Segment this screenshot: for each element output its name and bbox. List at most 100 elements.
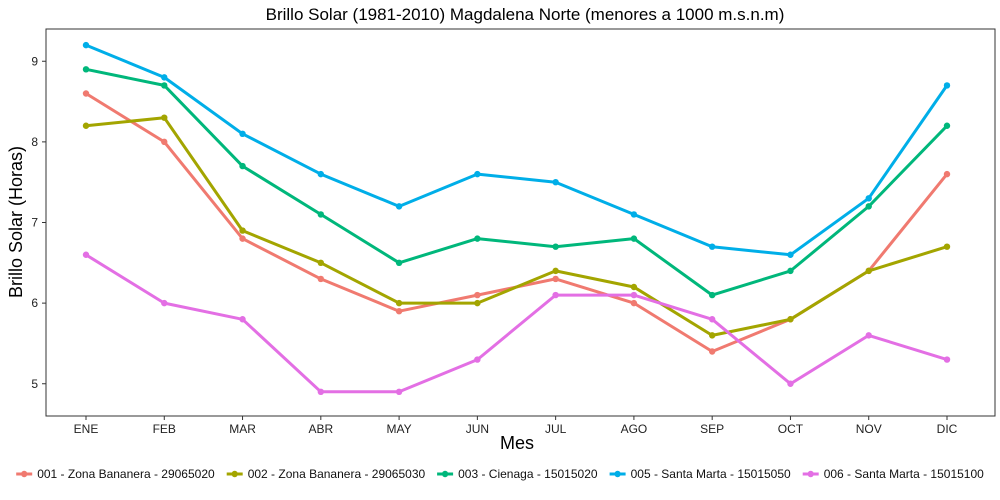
series-3 bbox=[82, 66, 951, 299]
x-tick-label: AGO bbox=[621, 422, 648, 436]
data-point bbox=[787, 380, 794, 387]
x-tick-label: JUN bbox=[466, 422, 489, 436]
x-tick-label: JUL bbox=[545, 422, 567, 436]
legend-key bbox=[226, 470, 243, 478]
data-point bbox=[943, 356, 951, 363]
x-tick-label: SEP bbox=[700, 422, 724, 436]
data-point bbox=[474, 299, 481, 307]
data-point bbox=[161, 114, 168, 121]
data-point bbox=[630, 211, 638, 218]
data-point bbox=[787, 316, 794, 323]
data-point bbox=[239, 130, 246, 138]
data-point bbox=[161, 82, 168, 89]
y-tick-label: 5 bbox=[31, 377, 38, 391]
data-point bbox=[865, 195, 872, 202]
data-point bbox=[82, 66, 90, 73]
legend-key-point bbox=[441, 470, 449, 478]
data-point bbox=[317, 211, 325, 218]
legend-label: 002 - Zona Bananera - 29065030 bbox=[248, 467, 426, 481]
data-point bbox=[317, 259, 325, 267]
legend-key-point bbox=[21, 470, 28, 478]
y-tick-label: 9 bbox=[31, 54, 38, 68]
data-point bbox=[317, 275, 325, 283]
legend-label: 005 - Santa Marta - 15015050 bbox=[631, 467, 791, 481]
data-point bbox=[865, 203, 872, 210]
data-point bbox=[82, 90, 90, 97]
legend-key-point bbox=[807, 470, 814, 478]
data-point bbox=[708, 243, 716, 250]
data-point bbox=[317, 170, 325, 178]
data-point bbox=[474, 291, 481, 299]
data-point bbox=[239, 235, 246, 242]
y-tick-label: 6 bbox=[31, 296, 38, 310]
series-line bbox=[84, 67, 949, 297]
data-point bbox=[474, 356, 481, 363]
legend-item: 006 - Santa Marta - 15015100 bbox=[802, 467, 984, 481]
x-tick-label: MAY bbox=[387, 422, 412, 436]
x-tick-label: ABR bbox=[308, 422, 333, 436]
series-line bbox=[84, 116, 949, 337]
data-point bbox=[630, 291, 638, 299]
legend-label: 003 - Cienaga - 15015020 bbox=[458, 467, 598, 481]
legend-label: 001 - Zona Bananera - 29065020 bbox=[37, 467, 215, 481]
legend-key-point bbox=[614, 470, 621, 478]
x-tick-label: OCT bbox=[778, 422, 804, 436]
data-point bbox=[161, 74, 168, 81]
legend-item: 003 - Cienaga - 15015020 bbox=[437, 467, 598, 481]
data-point bbox=[943, 170, 951, 178]
data-point bbox=[630, 299, 638, 307]
data-point bbox=[943, 122, 951, 129]
chart-title: Brillo Solar (1981-2010) Magdalena Norte… bbox=[266, 5, 785, 24]
legend-item: 005 - Santa Marta - 15015050 bbox=[609, 467, 791, 481]
y-axis-title: Brillo Solar (Horas) bbox=[6, 146, 26, 298]
legend-item: 002 - Zona Bananera - 29065030 bbox=[226, 467, 426, 481]
x-tick-label: DIC bbox=[937, 422, 958, 436]
data-point bbox=[82, 122, 90, 129]
data-point bbox=[787, 251, 794, 258]
legend-key bbox=[437, 470, 454, 478]
series-2 bbox=[82, 114, 951, 339]
legend-label: 006 - Santa Marta - 15015100 bbox=[824, 467, 984, 481]
data-point bbox=[552, 178, 559, 186]
data-point bbox=[395, 203, 403, 210]
legend-item: 001 - Zona Bananera - 29065020 bbox=[16, 467, 215, 481]
data-point bbox=[161, 299, 168, 307]
legend-key bbox=[802, 470, 819, 478]
series-line bbox=[84, 43, 949, 257]
data-point bbox=[474, 235, 481, 242]
data-point bbox=[474, 170, 481, 178]
data-point bbox=[943, 243, 951, 250]
data-point bbox=[552, 243, 559, 250]
data-point bbox=[552, 291, 559, 299]
x-tick-label: ENE bbox=[74, 422, 99, 436]
data-point bbox=[239, 162, 246, 170]
data-point bbox=[552, 275, 559, 283]
data-point bbox=[630, 283, 638, 291]
data-point bbox=[395, 299, 403, 307]
data-point bbox=[708, 348, 716, 355]
x-tick-label: MAR bbox=[229, 422, 256, 436]
legend-key-point bbox=[231, 470, 238, 478]
data-point bbox=[82, 41, 90, 49]
y-axis: 5 6 7 8 9 bbox=[31, 54, 46, 391]
data-point bbox=[395, 388, 403, 396]
x-tick-label: NOV bbox=[856, 422, 882, 436]
data-point bbox=[708, 332, 716, 339]
legend-key bbox=[609, 470, 626, 478]
data-point bbox=[865, 332, 872, 339]
x-tick-label: FEB bbox=[153, 422, 176, 436]
legend-key bbox=[16, 470, 33, 478]
data-point bbox=[552, 267, 559, 275]
data-point bbox=[239, 316, 246, 323]
data-point bbox=[239, 227, 246, 234]
x-axis-title: Mes bbox=[500, 433, 534, 453]
y-tick-label: 7 bbox=[31, 216, 38, 230]
data-point bbox=[943, 82, 951, 89]
series-line bbox=[84, 253, 949, 394]
y-tick-label: 8 bbox=[31, 135, 38, 149]
data-point bbox=[161, 138, 168, 146]
data-point bbox=[395, 307, 403, 315]
data-point bbox=[708, 291, 716, 299]
